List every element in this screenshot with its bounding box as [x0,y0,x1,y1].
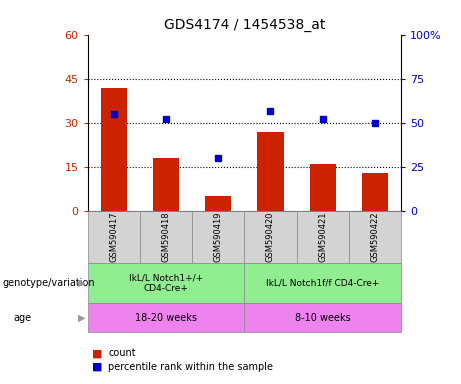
Text: ■: ■ [92,362,103,372]
Text: age: age [14,313,32,323]
Text: ▶: ▶ [78,313,85,323]
Text: percentile rank within the sample: percentile rank within the sample [108,362,273,372]
Text: 8-10 weeks: 8-10 weeks [295,313,350,323]
Bar [257,132,284,211]
Text: 18-20 weeks: 18-20 weeks [135,313,197,323]
Text: GSM590421: GSM590421 [318,212,327,262]
Bar [205,197,231,211]
Text: GSM590420: GSM590420 [266,212,275,262]
Bar [100,88,127,211]
Text: IkL/L Notch1+/+
CD4-Cre+: IkL/L Notch1+/+ CD4-Cre+ [129,273,203,293]
Text: GSM590418: GSM590418 [161,212,171,262]
Bar [310,164,336,211]
Bar [153,158,179,211]
Text: ▶: ▶ [78,278,85,288]
Text: IkL/L Notch1f/f CD4-Cre+: IkL/L Notch1f/f CD4-Cre+ [266,279,379,288]
Text: ■: ■ [92,348,103,358]
Title: GDS4174 / 1454538_at: GDS4174 / 1454538_at [164,18,325,32]
Text: GSM590422: GSM590422 [371,212,379,262]
Text: GSM590419: GSM590419 [214,212,223,262]
Bar [362,173,388,211]
Text: genotype/variation: genotype/variation [2,278,95,288]
Text: count: count [108,348,136,358]
Text: GSM590417: GSM590417 [109,212,118,262]
